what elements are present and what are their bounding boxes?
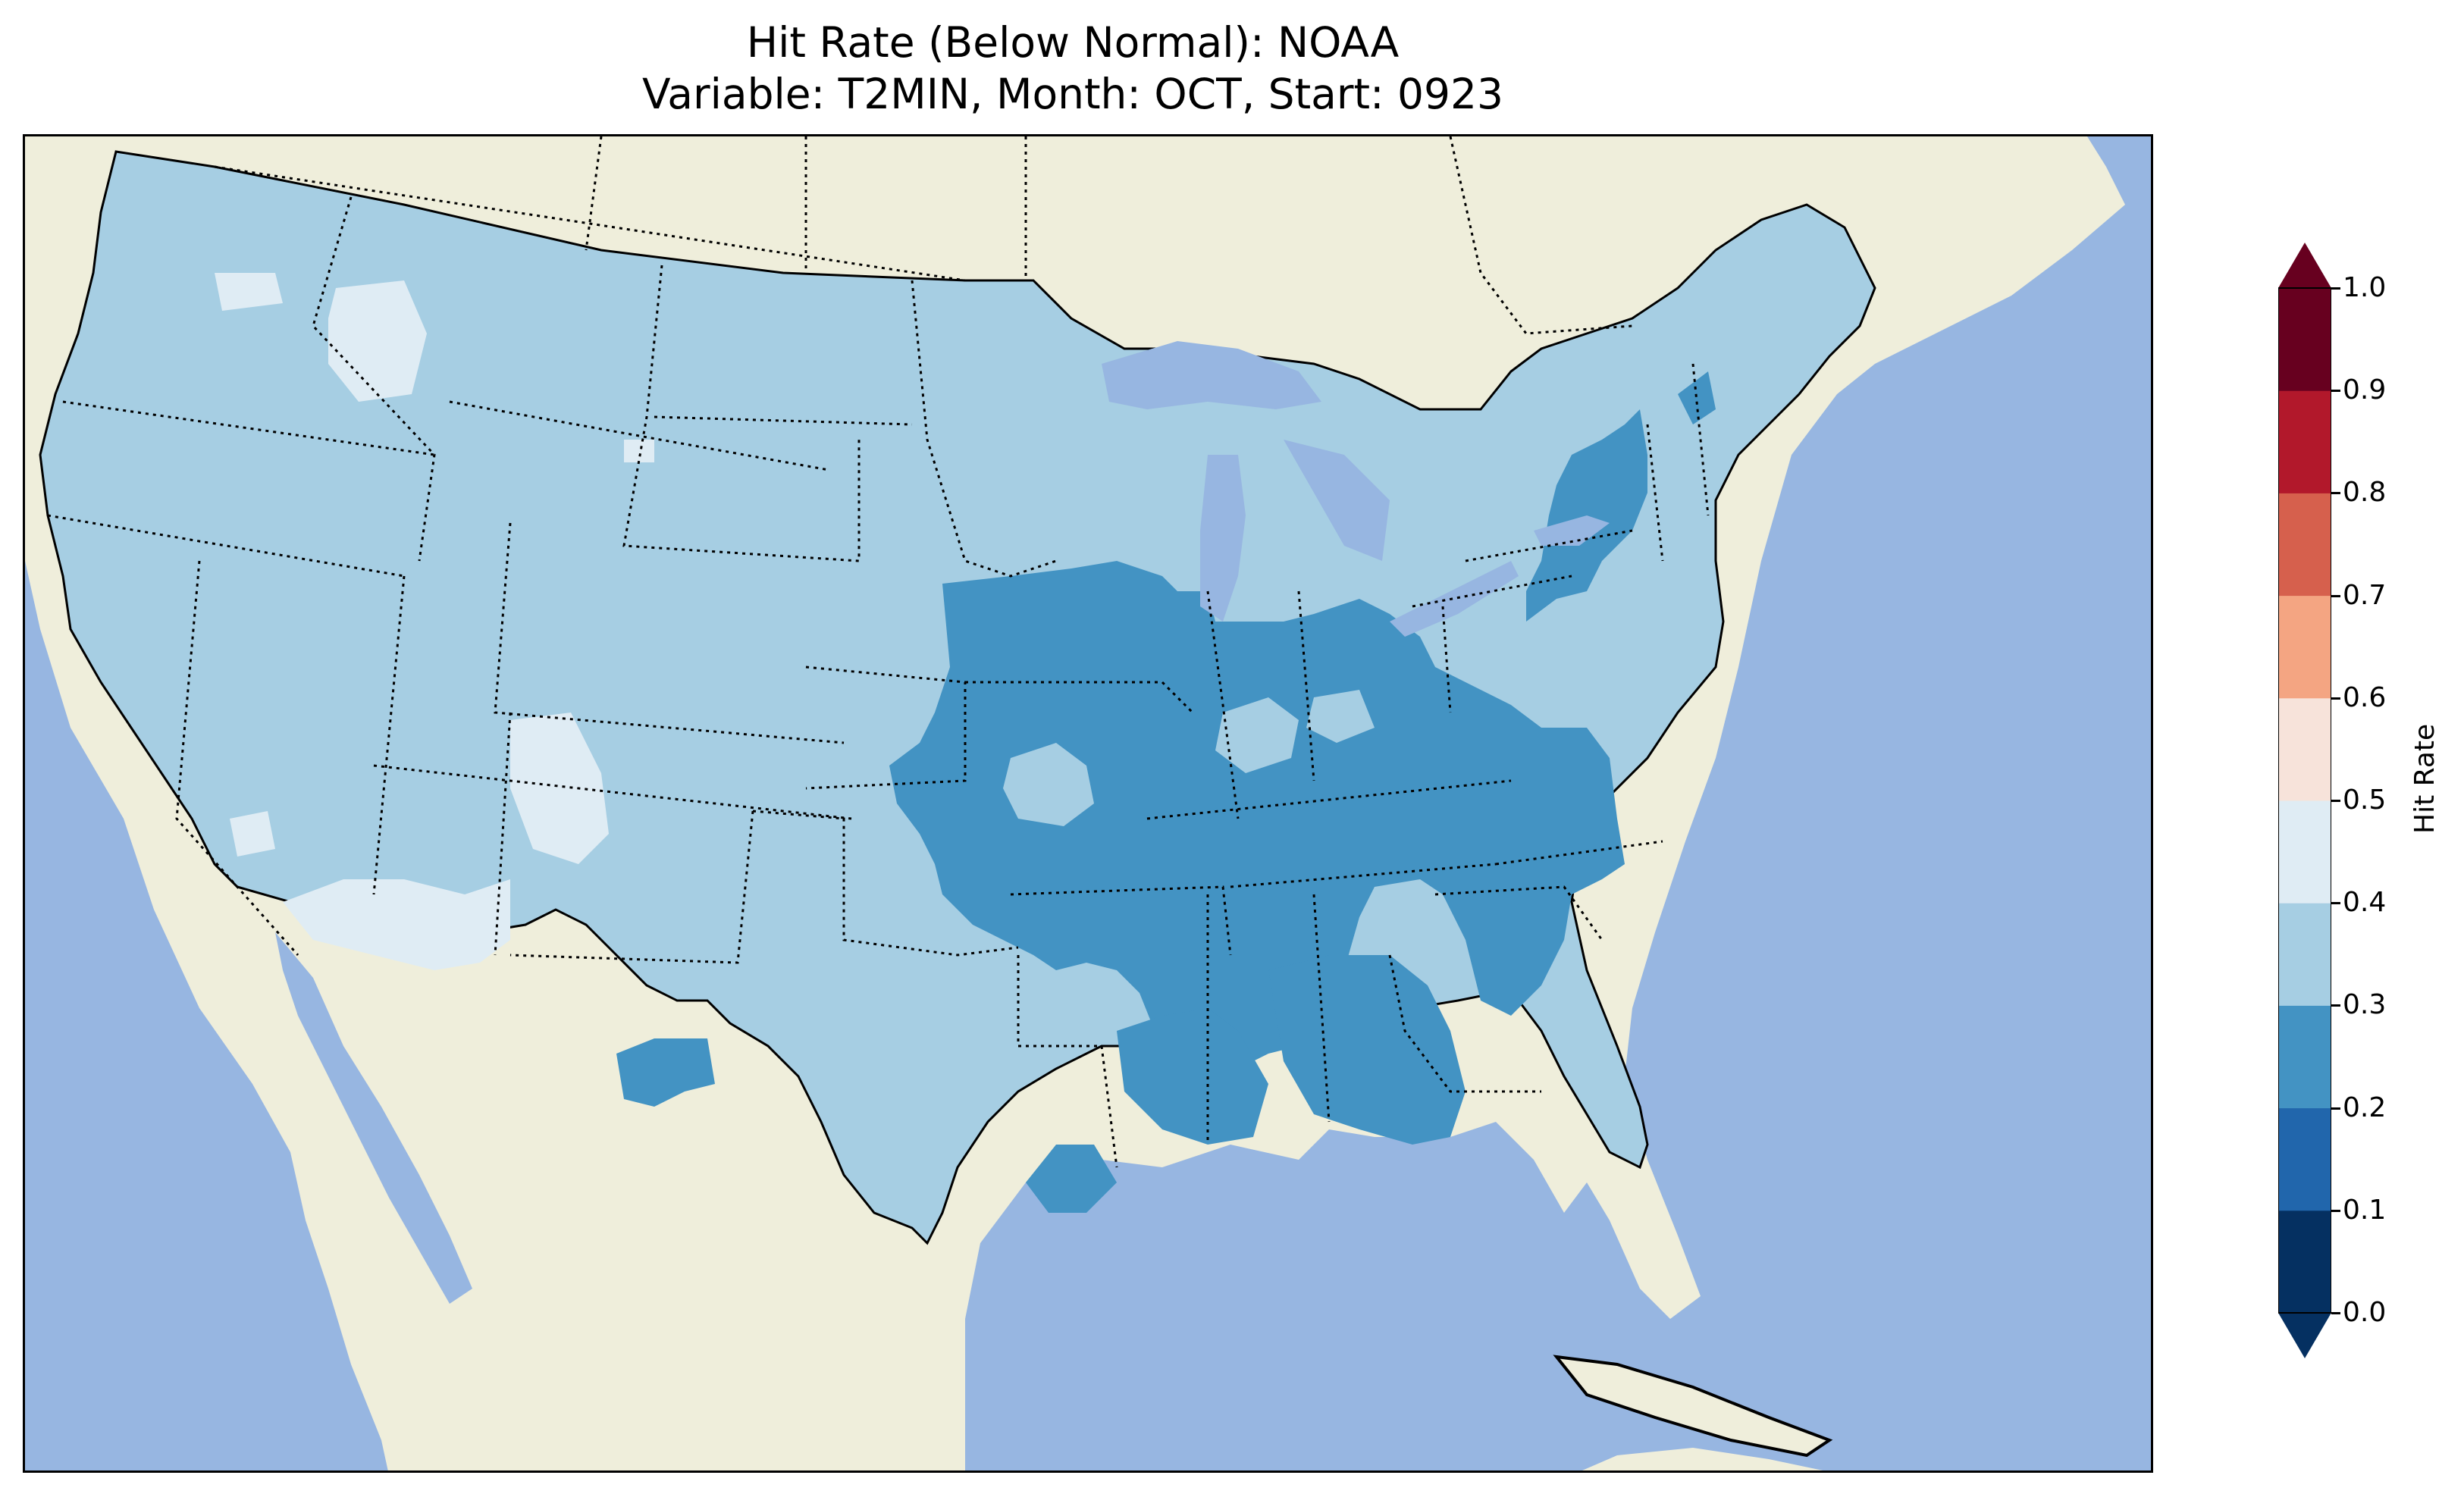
border-id-mt <box>312 196 436 562</box>
title-line-2: Variable: T2MIN, Month: OCT, Start: 0923 <box>641 70 1504 118</box>
pocket-kentucky <box>1306 690 1375 743</box>
colorbar-extend-min <box>2278 1313 2331 1358</box>
colorbar-tickmark <box>2331 1004 2340 1007</box>
field-0.3-0.4-pockets <box>1003 690 1375 826</box>
border-ia-mo <box>965 681 1194 714</box>
land-southern-coast <box>1582 1448 1823 1471</box>
colorbar-bin-0.8-0.9 <box>2278 390 2331 493</box>
region-montana-patch <box>624 440 654 462</box>
colorbar-tick-label: 0.2 <box>2343 1092 2387 1123</box>
border-wy-co <box>494 522 845 744</box>
border-mt-wy <box>449 400 829 471</box>
border-ms-al <box>1206 894 1331 1145</box>
colorbar-bin-0.5-0.6 <box>2278 697 2331 801</box>
land-baja <box>222 917 419 1357</box>
colorbar-tickmark <box>2331 1107 2340 1110</box>
border-new-england <box>1646 363 1710 562</box>
border-ar-la <box>1017 955 1118 1168</box>
border-ca-nv <box>175 560 299 956</box>
colorbar-bin-0.3-0.4 <box>2278 903 2331 1006</box>
border-mo-ar <box>1010 885 1232 956</box>
field-0.4-0.5 <box>215 273 654 970</box>
gulf-of-california <box>275 932 472 1304</box>
border-mn <box>911 280 1057 578</box>
colorbar-tick-label: 0.1 <box>2343 1194 2387 1226</box>
colorbar-tickmark <box>2331 1209 2340 1212</box>
colorbar-bin-0.7-0.8 <box>2278 493 2331 597</box>
colorbar-tick-label: 0.8 <box>2343 477 2387 509</box>
border-dakotas <box>622 265 861 562</box>
colorbar-bin-0-0.1 <box>2278 1210 2331 1314</box>
state-borders <box>47 136 1710 1168</box>
lake-michigan <box>1200 455 1246 622</box>
colorbar-tick-label: 0.5 <box>2343 785 2387 816</box>
border-49th <box>214 165 966 282</box>
region-nevada-spot <box>230 811 275 857</box>
pocket-missouri <box>1003 743 1094 826</box>
lake-superior <box>1102 341 1321 409</box>
great-lakes <box>1102 341 1610 637</box>
colorbar-extend-max <box>2278 243 2331 288</box>
border-nd-sd <box>654 415 913 426</box>
title-line-1: Hit Rate (Below Normal): NOAA <box>746 18 1400 67</box>
border-nm-tx <box>509 810 754 964</box>
border-canada-provinces <box>585 136 1633 335</box>
colorbar-label: Hit Rate <box>2409 723 2440 834</box>
border-nv-ut <box>372 575 406 895</box>
colorbar-bin-0.2-0.3 <box>2278 1005 2331 1109</box>
lake-erie <box>1390 561 1519 637</box>
region-alabama-georgia <box>1268 955 1466 1145</box>
border-oh-pa <box>1412 575 1572 713</box>
lake-huron <box>1284 440 1390 561</box>
colorbar-tick-label: 0.7 <box>2343 579 2387 611</box>
land-cuba <box>1553 1355 1833 1458</box>
region-mississippi <box>1117 1008 1268 1145</box>
colorbar-tickmark <box>2331 594 2340 597</box>
colorbar-tickmark <box>2331 492 2340 495</box>
colorbar-tick-label: 0.9 <box>2343 374 2387 406</box>
region-gulf-coast <box>1026 1145 1117 1213</box>
colorbar-tickmark <box>2331 800 2340 802</box>
colorbar-tickmark <box>2331 902 2340 905</box>
map-svg <box>25 136 2151 1471</box>
border-wa-or <box>62 400 435 456</box>
border-ga-fl <box>1388 954 1541 1093</box>
colorbar-tick-label: 0.6 <box>2343 681 2387 713</box>
border-ok-tx <box>752 810 1019 957</box>
colorbar-tick-label: 0.0 <box>2343 1297 2387 1328</box>
colorbar-bin-0.1-0.2 <box>2278 1107 2331 1211</box>
region-ne-coast <box>1678 371 1716 424</box>
colorbar-tick-label: 0.3 <box>2343 989 2387 1021</box>
region-idaho <box>328 280 427 402</box>
region-west-texas <box>616 1038 715 1107</box>
colorbar-tick-label: 0.4 <box>2343 887 2387 919</box>
region-socal-arizona <box>283 879 510 970</box>
colorbar-outline <box>2278 287 2331 1314</box>
colorbar-bin-0.6-0.7 <box>2278 595 2331 699</box>
border-va-nc <box>1495 840 1663 866</box>
border-il-in <box>1206 590 1315 819</box>
border-sc <box>1434 885 1603 941</box>
colorbar-tickmark <box>2331 697 2340 700</box>
colorbar-bin-0.9-1 <box>2278 288 2331 391</box>
colorbar-bin-0.4-0.5 <box>2278 800 2331 904</box>
map-title: Hit Rate (Below Normal): NOAA Variable: … <box>0 17 2146 120</box>
map-frame <box>23 134 2153 1473</box>
colorbar-tickmark <box>2331 287 2340 290</box>
border-tn-ky <box>1146 779 1512 888</box>
colorbar-tickmark <box>2331 1312 2340 1314</box>
colorbar <box>2278 243 2331 1358</box>
colorbar-tickmark <box>2331 390 2340 393</box>
region-midwest <box>889 561 1625 1069</box>
border-pa-ny <box>1465 529 1633 562</box>
lake-ontario <box>1534 515 1610 546</box>
border-az-nm <box>494 712 512 956</box>
pocket-indiana <box>1215 697 1299 773</box>
colorbar-tick-label: 1.0 <box>2343 272 2387 303</box>
region-utah-plateau <box>510 713 609 864</box>
region-oregon-patch <box>215 273 283 311</box>
